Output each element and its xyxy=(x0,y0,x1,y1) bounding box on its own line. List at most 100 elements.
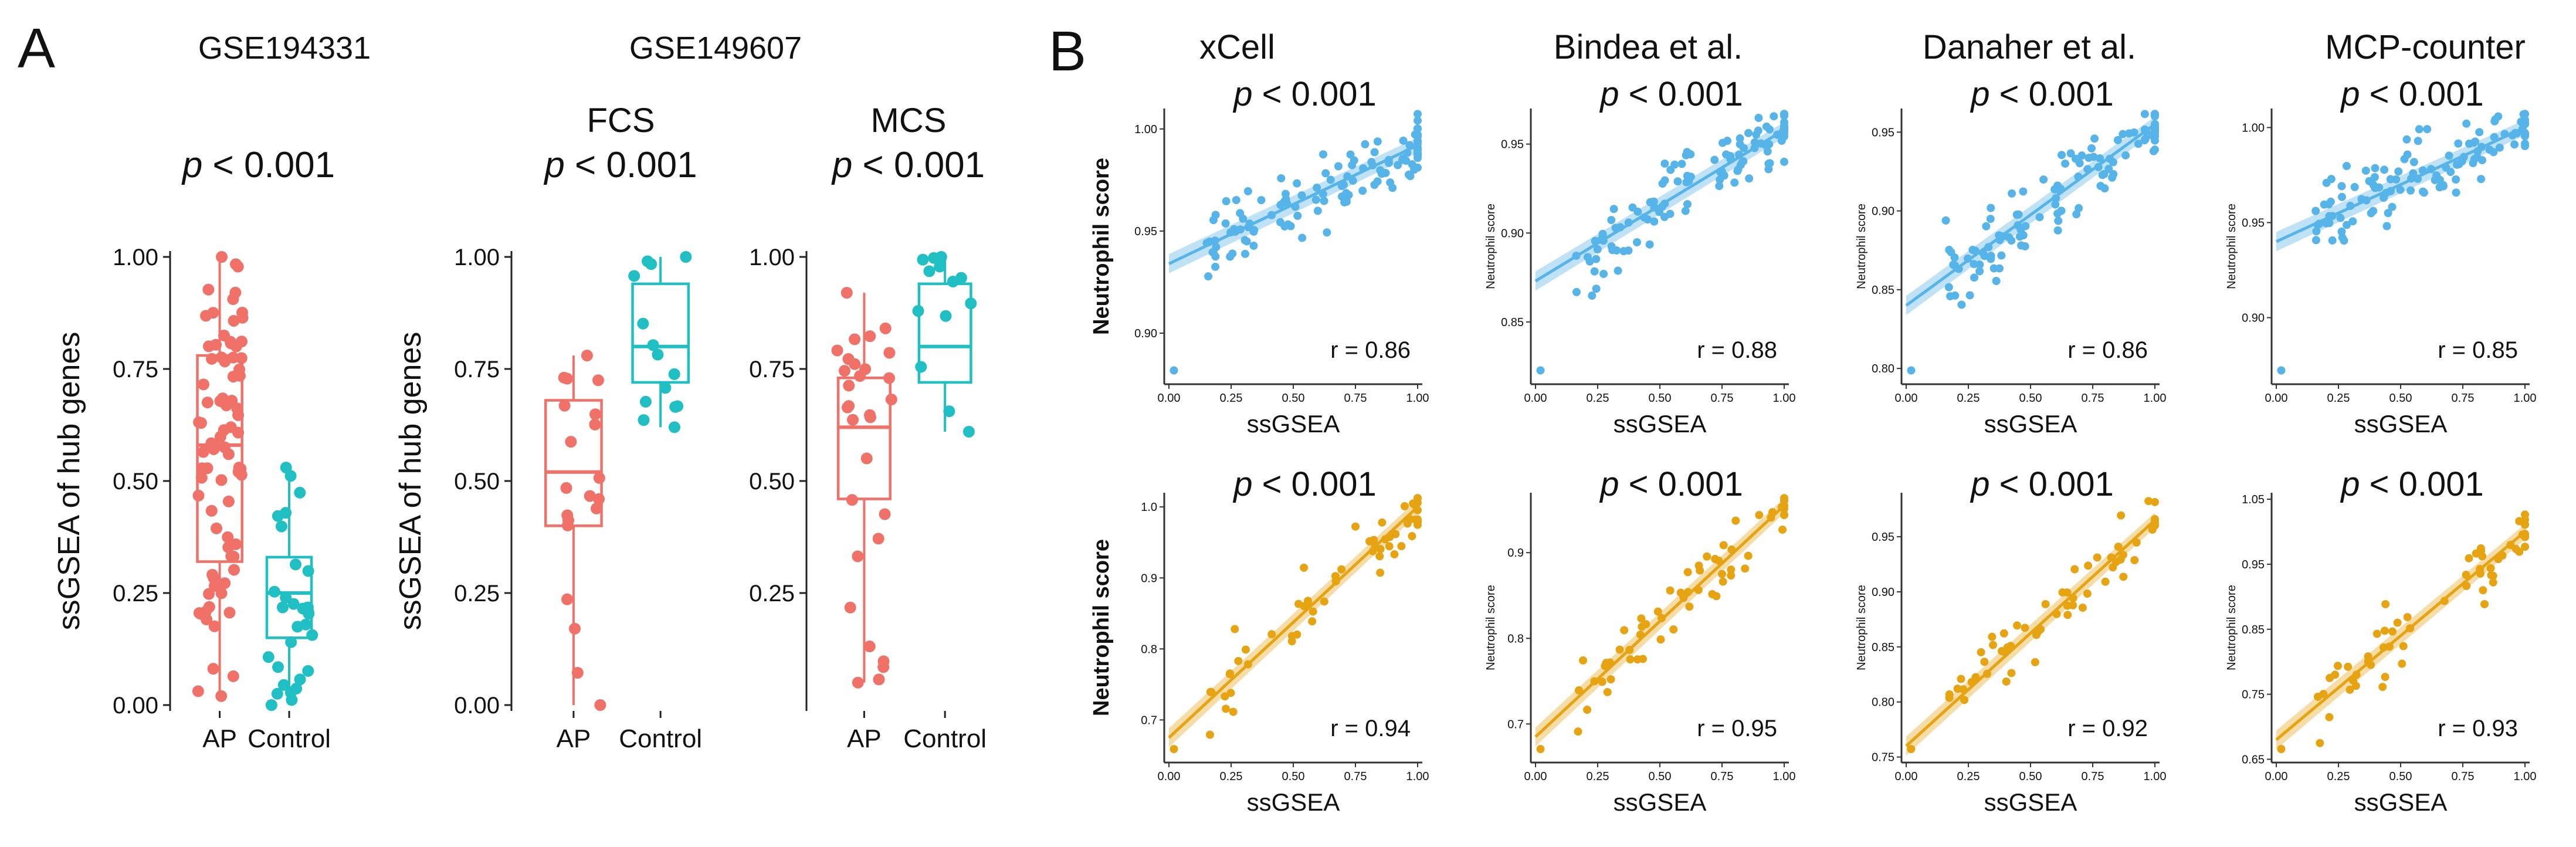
scatter-point xyxy=(1987,204,1995,212)
scatter-point xyxy=(1625,645,1634,654)
box-point xyxy=(864,411,876,424)
scatter-point xyxy=(1222,704,1231,713)
scatter-point xyxy=(2021,624,2029,632)
scatter-point xyxy=(2489,578,2497,587)
scatter-point xyxy=(1970,273,1979,282)
scatter-point xyxy=(2114,543,2123,551)
scatter-point xyxy=(1989,641,1998,649)
scatter-point xyxy=(2490,133,2499,141)
box-point xyxy=(943,405,955,418)
box-point xyxy=(215,587,228,599)
scatter-point xyxy=(1243,187,1252,195)
scatter-point xyxy=(1334,162,1343,171)
scatter-point xyxy=(1944,283,1953,292)
scatter-point xyxy=(2007,669,2016,677)
box-point xyxy=(561,519,574,531)
box-point xyxy=(215,351,228,364)
scatter-x-tick-label-7: 0.75 xyxy=(1344,770,1367,783)
scatter-point xyxy=(1376,568,1385,577)
scatter-point xyxy=(2013,621,2022,630)
scatter-point xyxy=(2142,127,2151,136)
scatter-point xyxy=(2508,131,2517,140)
scatter-point xyxy=(2367,660,2375,669)
scatter-point xyxy=(1226,669,1235,678)
box-point xyxy=(668,421,680,433)
scatter-x-label-4: ssGSEA xyxy=(1614,410,1707,438)
scatter-point xyxy=(1340,181,1348,189)
scatter-point xyxy=(2119,572,2128,581)
scatter-r-label-3: r = 0.86 xyxy=(1330,337,1411,363)
scatter-point xyxy=(2327,175,2336,184)
box-point xyxy=(863,641,876,653)
box-y-tick-label-2: 0.50 xyxy=(749,469,795,494)
scatter-point xyxy=(1365,537,1374,546)
scatter-point xyxy=(2392,175,2401,184)
scatter-point xyxy=(2475,128,2484,137)
scatter-y-tick-label-8: 0.7 xyxy=(1507,718,1524,731)
scatter-point xyxy=(1741,564,1750,573)
scatter-point xyxy=(2517,117,2526,126)
scatter-point xyxy=(2462,571,2470,580)
scatter-point xyxy=(1683,200,1692,209)
scatter-point xyxy=(1907,366,1916,375)
box-point xyxy=(877,661,890,673)
box-y-tick-label-1: 0.25 xyxy=(454,581,500,607)
scatter-point xyxy=(2399,642,2408,651)
scatter-point xyxy=(2382,188,2391,197)
box-point xyxy=(227,351,239,364)
scatter-x-tick-label-5: 0.25 xyxy=(1957,392,1980,405)
box-x-tick-label-0: Control xyxy=(248,724,331,753)
scatter-y-tick-label-5: 0.80 xyxy=(1872,362,1894,375)
scatter-x-tick-label-3: 0.75 xyxy=(1344,392,1367,405)
scatter-point xyxy=(1612,246,1621,255)
box-point xyxy=(847,414,859,426)
scatter-point xyxy=(1361,140,1370,148)
scatter-point xyxy=(2414,174,2422,183)
box-point xyxy=(639,395,652,408)
box-point xyxy=(965,297,977,310)
box-point xyxy=(208,620,221,632)
scatter-point xyxy=(1660,159,1669,168)
box-point xyxy=(912,305,924,317)
scatter-point xyxy=(1953,685,1962,693)
box-pvalue-0: p < 0.001 xyxy=(181,145,335,185)
scatter-point xyxy=(2083,589,2092,598)
scatter-point xyxy=(2381,599,2390,608)
scatter-r-label-4: r = 0.88 xyxy=(1697,337,1777,363)
scatter-point xyxy=(1980,252,1989,260)
scatter-point xyxy=(1205,238,1214,246)
scatter-y-tick-label-9: 0.80 xyxy=(1872,696,1894,709)
scatter-x-tick-label-9: 0.25 xyxy=(1957,770,1980,783)
box-point xyxy=(300,618,312,631)
scatter-r-label-10: r = 0.93 xyxy=(2438,716,2518,741)
scatter-point xyxy=(1536,366,1545,375)
scatter-point xyxy=(1967,677,1976,686)
scatter-x-tick-label-4: 0.00 xyxy=(1524,392,1547,405)
scatter-point xyxy=(2311,236,2320,245)
box-point xyxy=(843,380,855,392)
box-subtitle-1: FCS xyxy=(587,101,655,140)
scatter-point xyxy=(2328,236,2337,245)
scatter-point xyxy=(1679,593,1688,602)
scatter-point xyxy=(1780,511,1788,520)
scatter-point xyxy=(2325,219,2334,228)
scatter-point xyxy=(1995,236,2004,245)
scatter-point xyxy=(1712,592,1721,601)
scatter-point xyxy=(1221,692,1229,701)
scatter-point xyxy=(1780,502,1788,510)
scatter-point xyxy=(2396,185,2405,194)
scatter-point xyxy=(1409,499,1418,508)
scatter-point xyxy=(1669,625,1678,634)
scatter-point xyxy=(1293,179,1301,188)
scatter-x-tick-label-10: 0.50 xyxy=(2389,770,2412,783)
scatter-point xyxy=(1744,551,1753,560)
box-point xyxy=(233,462,245,474)
scatter-point xyxy=(2342,162,2351,171)
scatter-point xyxy=(1606,675,1615,684)
scatter-point xyxy=(1745,174,1754,183)
scatter-point xyxy=(2151,126,2159,134)
box-x-tick-label-2: AP xyxy=(847,724,882,753)
scatter-point xyxy=(1400,502,1409,510)
scatter-point xyxy=(2346,202,2355,211)
scatter-point xyxy=(1368,547,1377,555)
